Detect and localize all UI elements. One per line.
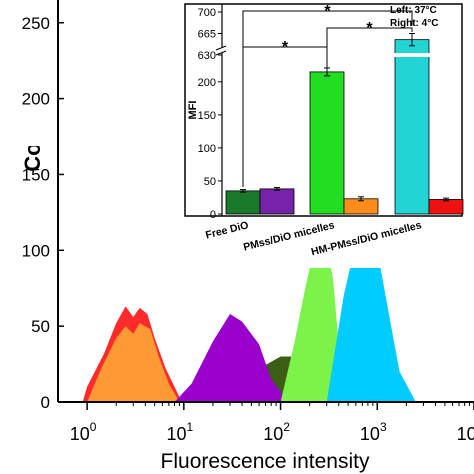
- histogram-y-tick-label: 250: [22, 14, 50, 33]
- inset-bar-2-0: [394, 39, 430, 215]
- histogram-y-ticks: 0 50 100 150 200 250: [22, 14, 64, 412]
- histogram-x-tick-exponent: 3: [380, 420, 387, 434]
- inset-bar-2-1: [428, 199, 464, 215]
- inset-bars: [225, 33, 464, 215]
- inset-mfi-bar-chart: MFI Left: 37°C Right: 4°C 0 50 100 150 200 63…: [180, 0, 466, 268]
- inset-legend-right: Right: 4°C: [390, 18, 438, 29]
- histogram-series-5: [326, 227, 416, 402]
- histogram-x-tick-label: 101: [166, 420, 193, 444]
- histogram-x-tick-label: 102: [263, 420, 290, 444]
- inset-axis-break-mark: [215, 50, 227, 56]
- inset-y-tick-label: 665: [198, 29, 216, 41]
- inset-y-tick-label: 200: [198, 77, 216, 89]
- histogram-x-ticks: 100101102103104: [70, 402, 474, 444]
- inset-bar-0-1: [259, 188, 295, 215]
- histogram-y-axis-label: Count: [20, 108, 45, 172]
- inset-y-tick-label: 50: [204, 176, 216, 188]
- inset-axis-break-mark: [215, 45, 227, 51]
- histogram-x-tick-base: 10: [70, 424, 90, 444]
- inset-bar-break: [394, 53, 430, 57]
- histogram-x-tick-label: 104: [457, 420, 474, 444]
- inset-significance-star: *: [282, 39, 289, 56]
- histogram-x-tick-exponent: 0: [90, 420, 97, 434]
- histogram-x-tick-base: 10: [166, 424, 186, 444]
- histogram-x-tick-exponent: 1: [187, 420, 194, 434]
- inset-frame: [184, 3, 463, 217]
- histogram-series-group: [82, 227, 416, 402]
- inset-y-axis-label: MFI: [187, 101, 199, 120]
- histogram-x-tick-label: 103: [360, 420, 387, 444]
- inset-y-tick-label: 0: [210, 209, 216, 221]
- inset-significance-brackets: * * *: [242, 3, 413, 187]
- inset-bar-0-0: [225, 190, 261, 215]
- histogram-y-tick-label: 0: [41, 393, 50, 412]
- histogram-x-tick-base: 10: [457, 424, 474, 444]
- histogram-y-tick-label: 200: [22, 90, 50, 109]
- inset-significance-bracket: [326, 27, 413, 68]
- histogram-y-tick-label: 150: [22, 165, 50, 184]
- histogram-series-1: [87, 323, 180, 402]
- histogram-x-tick-base: 10: [360, 424, 380, 444]
- histogram-series-3: [174, 314, 289, 402]
- histogram-y-tick-label: 100: [22, 241, 50, 260]
- histogram-x-tick-exponent: 2: [283, 420, 290, 434]
- histogram-x-axis-label: Fluorescence intensity: [161, 450, 370, 473]
- inset-axis-break-gap: [216, 47, 226, 53]
- histogram-x-tick-base: 10: [263, 424, 283, 444]
- inset-y-tick-label: 150: [198, 110, 216, 122]
- inset-y-tick-label: 100: [198, 143, 216, 155]
- inset-y-tick-label: 630: [198, 50, 216, 62]
- inset-y-ticks: 0 50 100 150 200 630 665 700: [198, 4, 227, 221]
- histogram-y-tick-label: 50: [31, 317, 50, 336]
- inset-bar-1-0: [309, 71, 345, 215]
- histogram-x-tick-label: 100: [70, 420, 97, 444]
- inset-y-tick-label: 700: [198, 7, 216, 19]
- inset-legend-left: Left: 37°C: [390, 5, 437, 16]
- histogram-series-4: [280, 232, 344, 402]
- inset-significance-bracket: [242, 10, 413, 187]
- inset-significance-star: *: [366, 20, 373, 37]
- inset-significance-star: *: [324, 3, 331, 20]
